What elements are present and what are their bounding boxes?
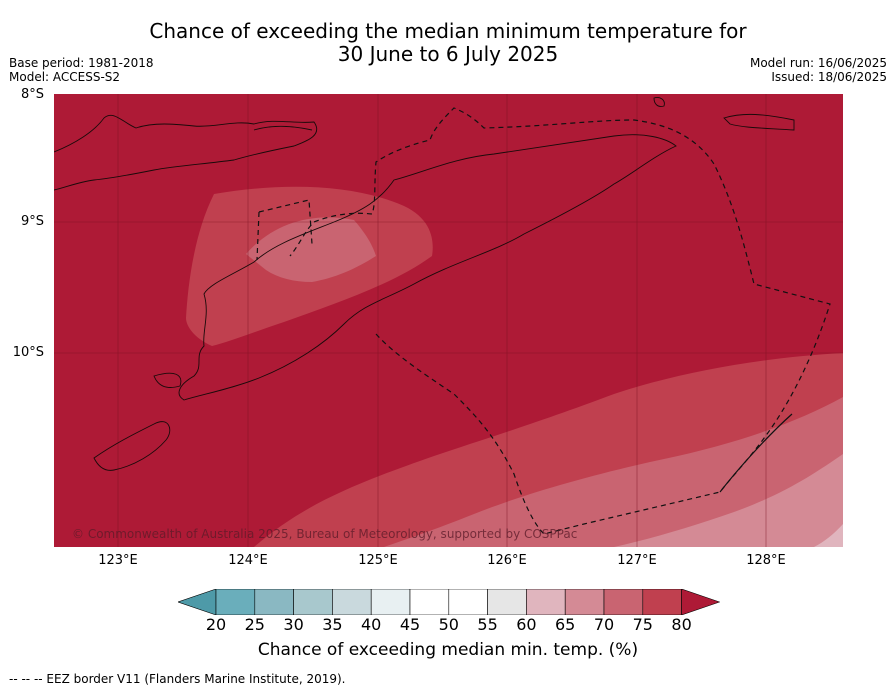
lat-label-10s: 10°S	[12, 345, 44, 360]
lat-label-9s: 9°S	[20, 214, 44, 229]
colorbar-cell	[293, 589, 333, 615]
eez-borders	[256, 107, 831, 535]
colorbar-cell	[370, 589, 411, 615]
colorbar-tick-label: 35	[322, 615, 343, 634]
contour-60-southeast	[814, 524, 843, 547]
eez-border-oecusse	[256, 199, 313, 261]
contour-70-west	[246, 217, 376, 282]
contour-70-southeast	[384, 397, 843, 547]
probability-map	[54, 94, 843, 547]
base-period-text: Base period: 1981-2018	[9, 56, 154, 70]
model-run-text: Model run: 16/06/2025	[749, 56, 887, 70]
lon-label-126e: 126°E	[487, 553, 527, 568]
colorbar-cell	[564, 589, 605, 615]
colorbar-cell	[409, 589, 450, 615]
colorbar-tick-label: 55	[477, 615, 498, 634]
map-title-line2: 30 June to 6 July 2025	[337, 42, 559, 66]
lat-label-8s: 8°S	[20, 87, 44, 102]
small-islet-north	[653, 97, 665, 107]
colorbar	[178, 589, 720, 615]
alor-islands-coast	[253, 125, 313, 131]
colorbar-cell	[603, 589, 644, 615]
rote-savu-coast	[93, 421, 171, 471]
colorbar-tick-label: 45	[399, 615, 421, 634]
colorbar-cell	[526, 589, 566, 615]
colorbar-cell	[215, 589, 256, 615]
colorbar-tick-label: 50	[438, 615, 459, 634]
lon-label-127e: 127°E	[617, 553, 657, 568]
lon-label-123e: 123°E	[98, 553, 138, 568]
colorbar-tick-label: 30	[283, 615, 304, 634]
lon-label-125e: 125°E	[358, 553, 398, 568]
colorbar-tick-label: 75	[632, 615, 653, 634]
colorbar-cell	[487, 589, 527, 615]
colorbar-cell	[448, 589, 488, 615]
eez-legend-footer: -- -- -- EEZ border V11 (Flanders Marine…	[9, 672, 346, 686]
map-title-line1: Chance of exceeding the median minimum t…	[149, 19, 747, 43]
flores-east-coast	[54, 114, 317, 191]
colorbar-extend-high	[681, 589, 720, 615]
colorbar-tick-label: 20	[205, 615, 227, 634]
colorbar-tick-label: 80	[671, 615, 692, 634]
colorbar-cells	[178, 589, 720, 615]
colorbar-tick-label: 25	[244, 615, 265, 634]
lon-label-128e: 128°E	[746, 553, 786, 568]
wetar-coast	[723, 113, 795, 131]
colorbar-tick-label: 60	[516, 615, 537, 634]
lon-label-124e: 124°E	[228, 553, 268, 568]
colorbar-tick-label: 65	[555, 615, 576, 634]
colorbar-tick-label: 40	[361, 615, 382, 634]
coastlines	[54, 97, 795, 471]
colorbar-cell	[332, 589, 372, 615]
sumba-coast	[153, 372, 182, 388]
eez-border-timor-leste	[289, 107, 831, 535]
eez-border-solid-segment	[719, 413, 793, 493]
colorbar-cell	[254, 589, 294, 615]
colorbar-cell	[642, 589, 682, 615]
colorbar-tick-label: 70	[593, 615, 615, 634]
graticule	[54, 94, 843, 547]
copyright-text: © Commonwealth of Australia 2025, Bureau…	[72, 527, 578, 541]
issued-text: Issued: 18/06/2025	[771, 70, 887, 84]
colorbar-extend-low	[178, 589, 217, 615]
colorbar-label: Chance of exceeding median min. temp. (%…	[257, 640, 639, 660]
contour-65-southeast	[614, 454, 843, 547]
model-text: Model: ACCESS-S2	[9, 70, 121, 84]
timor-island-coast	[178, 134, 677, 401]
